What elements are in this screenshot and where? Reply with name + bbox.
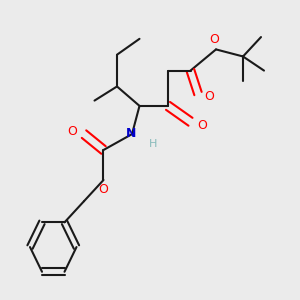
Text: N: N <box>126 127 136 140</box>
Text: H: H <box>149 139 157 149</box>
Text: O: O <box>99 183 108 196</box>
Text: O: O <box>205 90 214 103</box>
Text: O: O <box>68 125 77 138</box>
Text: O: O <box>198 119 207 132</box>
Text: O: O <box>210 33 219 46</box>
